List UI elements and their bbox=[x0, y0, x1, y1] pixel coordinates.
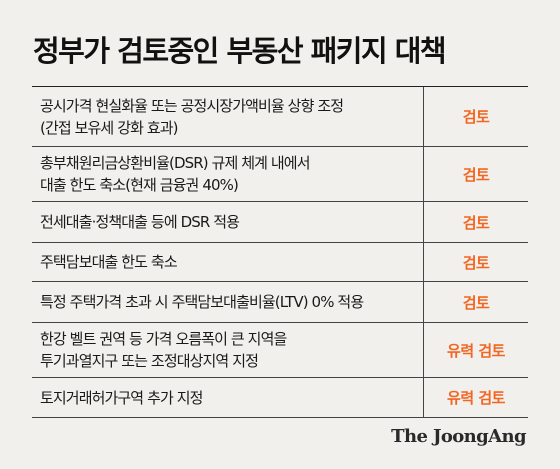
table-row: 총부채원리금상환비율(DSR) 규제 체계 내에서 대출 한도 축소(현재 금융… bbox=[32, 147, 528, 202]
policy-description: 전세대출·정책대출 등에 DSR 적용 bbox=[32, 202, 424, 242]
policy-table: 공시가격 현실화율 또는 공정시장가액비율 상향 조정 (간접 보유세 강화 효… bbox=[32, 86, 528, 418]
status-badge: 검토 bbox=[462, 253, 490, 272]
status-badge: 검토 bbox=[462, 108, 490, 126]
status-badge: 검토 bbox=[462, 293, 490, 312]
description-line: 전세대출·정책대출 등에 DSR 적용 bbox=[40, 213, 240, 231]
table-row: 전세대출·정책대출 등에 DSR 적용 검토 bbox=[32, 202, 528, 243]
description-line: 투기과열지구 또는 조정대상지역 지정 bbox=[40, 352, 259, 370]
table-row: 토지거래허가구역 추가 지정 유력 검토 bbox=[32, 378, 528, 418]
policy-description: 토지거래허가구역 추가 지정 bbox=[32, 378, 424, 417]
publisher-logo: The JoongAng bbox=[391, 426, 526, 447]
status-badge: 유력 검토 bbox=[447, 341, 505, 360]
description-line: 대출 한도 축소(현재 금융권 40%) bbox=[40, 176, 239, 194]
table-row: 주택담보대출 한도 축소 검토 bbox=[32, 243, 528, 282]
table-row: 공시가격 현실화율 또는 공정시장가액비율 상향 조정 (간접 보유세 강화 효… bbox=[32, 87, 528, 147]
description-line: (간접 보유세 강화 효과) bbox=[40, 118, 179, 137]
policy-description: 총부채원리금상환비율(DSR) 규제 체계 내에서 대출 한도 축소(현재 금융… bbox=[32, 147, 424, 201]
table-row: 한강 벨트 권역 등 가격 오름폭이 큰 지역을 투기과열지구 또는 조정대상지… bbox=[32, 323, 528, 378]
page-title: 정부가 검토중인 부동산 패키지 대책 bbox=[33, 34, 447, 68]
policy-description: 공시가격 현실화율 또는 공정시장가액비율 상향 조정 (간접 보유세 강화 효… bbox=[32, 87, 424, 146]
status-badge: 유력 검토 bbox=[447, 389, 505, 407]
policy-description: 주택담보대출 한도 축소 bbox=[32, 243, 424, 281]
description-line: 주택담보대출 한도 축소 bbox=[40, 253, 178, 271]
policy-description: 한강 벨트 권역 등 가격 오름폭이 큰 지역을 투기과열지구 또는 조정대상지… bbox=[32, 323, 424, 377]
description-line: 공시가격 현실화율 또는 공정시장가액비율 상향 조정 bbox=[40, 96, 344, 115]
table-row: 특정 주택가격 초과 시 주택담보대출비율(LTV) 0% 적용 검토 bbox=[32, 282, 528, 323]
status-badge: 검토 bbox=[462, 213, 490, 232]
description-line: 토지거래허가구역 추가 지정 bbox=[40, 388, 203, 407]
description-line: 한강 벨트 권역 등 가격 오름폭이 큰 지역을 bbox=[40, 330, 287, 348]
description-line: 특정 주택가격 초과 시 주택담보대출비율(LTV) 0% 적용 bbox=[40, 293, 364, 311]
description-line: 총부채원리금상환비율(DSR) 규제 체계 내에서 bbox=[40, 154, 311, 172]
status-badge: 검토 bbox=[462, 165, 490, 184]
policy-description: 특정 주택가격 초과 시 주택담보대출비율(LTV) 0% 적용 bbox=[32, 282, 424, 322]
